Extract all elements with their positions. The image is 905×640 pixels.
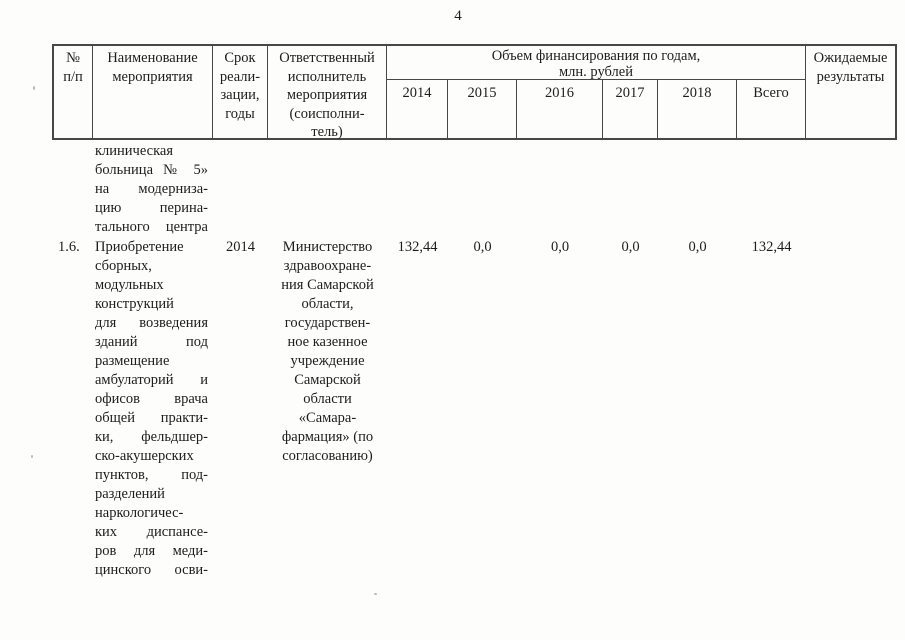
row-1-6-value-total: 132,44 xyxy=(751,239,792,255)
header-year-2014: 2014 xyxy=(387,79,448,138)
header-year-2018: 2018 xyxy=(658,79,737,138)
header-year-total: Всего xyxy=(737,79,806,138)
header-year-2016: 2016 xyxy=(517,79,603,138)
row-1-6-value-2014: 132,44 xyxy=(397,239,438,255)
header-year-2015: 2015 xyxy=(448,79,517,138)
header-col-expected: Ожидаемые результаты xyxy=(813,50,888,85)
table-row-1-6: 1.6. Приобретение сборных, модульных кон… xyxy=(54,238,895,580)
row-continuation-name: клиническая больница № 5» на модерниза- … xyxy=(95,143,208,235)
row-1-6-value-2015: 0,0 xyxy=(473,239,492,255)
header-col-term: Срок реали- зации, годы xyxy=(213,46,268,138)
header-year-2017: 2017 xyxy=(603,79,658,138)
header-financing-title: Объем финансирования по годам, млн. рубл… xyxy=(387,46,806,80)
row-1-6-executor: Министерство здравоохране- ния Самарской… xyxy=(281,239,374,464)
row-1-6-name: Приобретение сборных, модульных конструк… xyxy=(95,239,208,578)
scan-speck xyxy=(33,86,35,90)
row-1-6-value-2017: 0,0 xyxy=(621,239,640,255)
row-1-6-number: 1.6. xyxy=(58,239,80,255)
row-1-6-value-2018: 0,0 xyxy=(688,239,707,255)
header-col-name: Наименование мероприятия xyxy=(93,46,213,138)
table-row-continuation: клиническая больница № 5» на модерниза- … xyxy=(54,142,895,237)
row-1-6-value-2016: 0,0 xyxy=(550,239,570,255)
scan-speck xyxy=(31,455,33,458)
row-1-6-term: 2014 xyxy=(226,239,255,255)
table-header: № п/п Наименование мероприятия Срок реал… xyxy=(52,44,897,140)
header-col-executor: Ответственный исполнитель мероприятия (с… xyxy=(268,46,387,140)
page-number: 4 xyxy=(454,8,462,24)
scan-speck xyxy=(374,593,377,595)
header-col-num: № п/п xyxy=(54,46,93,138)
